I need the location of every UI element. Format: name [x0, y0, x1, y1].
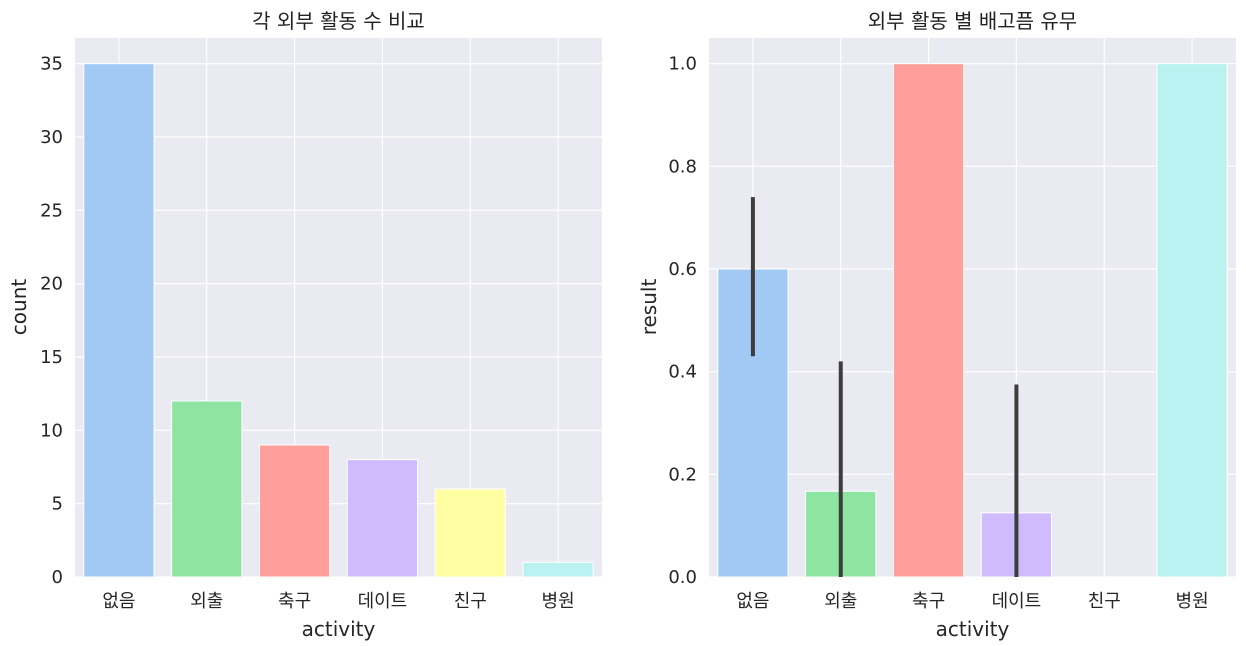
y-tick-label: 0.4 — [668, 362, 697, 383]
x-tick-label: 없음 — [736, 591, 769, 612]
result-bars — [717, 63, 1228, 578]
y-tick-label: 35 — [40, 54, 63, 75]
count-chart: 0 5 10 15 20 25 30 35 없음 외출 축구 데이트 친구 병원 각 외부 활동 수 비… — [7, 9, 602, 641]
result-chart-title: 외부 활동 별 배고픔 유무 — [868, 9, 1077, 33]
y-tick-label: 0 — [52, 567, 63, 588]
x-tick-label: 병원 — [542, 591, 575, 612]
y-tick-label: 15 — [40, 347, 63, 368]
y-tick-label: 25 — [40, 200, 63, 221]
count-y-ticks: 0 5 10 15 20 25 30 35 — [40, 54, 63, 588]
bar — [522, 561, 594, 578]
count-chart-title: 각 외부 활동 수 비교 — [252, 9, 425, 33]
y-tick-label: 0.0 — [668, 567, 697, 588]
y-tick-label: 0.8 — [668, 156, 697, 177]
x-tick-label: 외출 — [190, 591, 223, 612]
bar — [434, 488, 506, 578]
x-tick-label: 데이트 — [358, 591, 408, 612]
x-tick-label: 외출 — [824, 591, 857, 612]
y-tick-label: 30 — [40, 127, 63, 148]
bar — [83, 63, 155, 578]
bar — [171, 400, 243, 578]
y-tick-label: 10 — [40, 420, 63, 441]
count-y-axis-label: count — [7, 279, 31, 336]
x-tick-label: 친구 — [454, 591, 487, 612]
x-tick-label: 데이트 — [992, 591, 1042, 612]
count-x-ticks: 없음 외출 축구 데이트 친구 병원 — [102, 591, 574, 612]
x-tick-label: 축구 — [278, 591, 311, 612]
x-tick-label: 병원 — [1176, 591, 1209, 612]
result-chart: 0.0 0.2 0.4 0.6 0.8 1.0 없음 외출 축구 데이트 친구 병원 외부 활동 별… — [637, 9, 1236, 641]
y-tick-label: 0.6 — [668, 259, 697, 280]
bar — [717, 268, 789, 578]
y-tick-label: 0.2 — [668, 464, 697, 485]
result-y-axis-label: result — [637, 279, 661, 336]
count-x-axis-label: activity — [302, 617, 376, 641]
result-error-bars — [750, 197, 1019, 577]
bar — [258, 444, 331, 578]
bar — [892, 63, 965, 578]
bar — [346, 459, 419, 578]
x-tick-label: 축구 — [912, 591, 945, 612]
result-x-axis-label: activity — [936, 617, 1010, 641]
x-tick-label: 없음 — [102, 591, 135, 612]
count-bars — [83, 63, 594, 578]
bar — [1156, 63, 1228, 578]
result-y-ticks: 0.0 0.2 0.4 0.6 0.8 1.0 — [668, 54, 697, 588]
count-plot-area — [75, 38, 602, 577]
y-tick-label: 1.0 — [668, 54, 697, 75]
result-x-ticks: 없음 외출 축구 데이트 친구 병원 — [736, 591, 1208, 612]
y-tick-label: 5 — [52, 494, 63, 515]
result-plot-area — [709, 38, 1236, 577]
y-tick-label: 20 — [40, 274, 63, 295]
x-tick-label: 친구 — [1088, 591, 1121, 612]
